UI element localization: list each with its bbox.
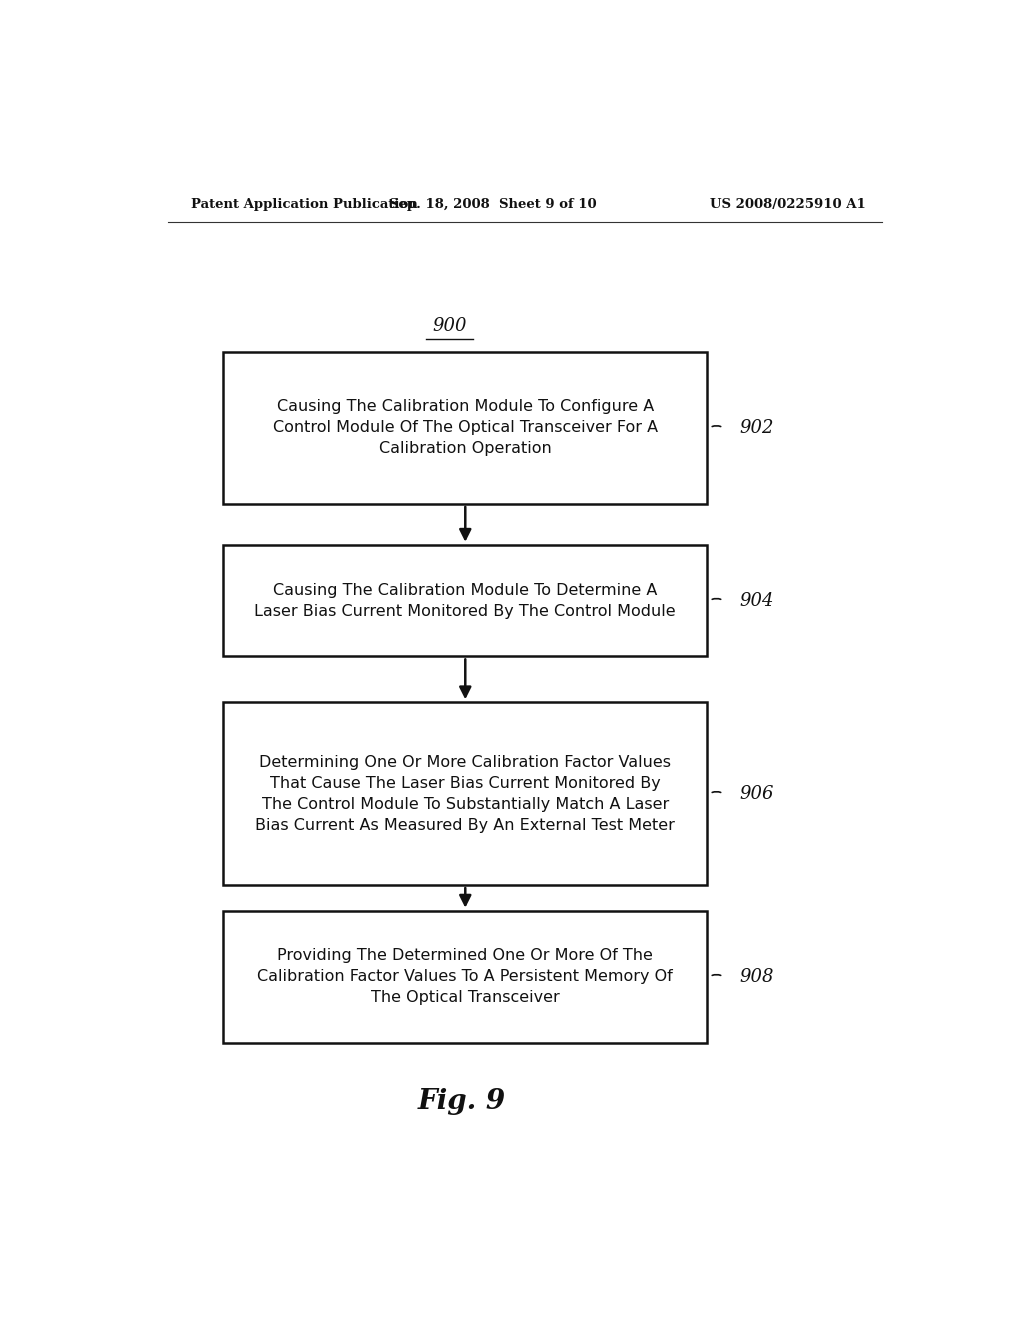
Text: Causing The Calibration Module To Configure A
Control Module Of The Optical Tran: Causing The Calibration Module To Config…	[272, 399, 657, 457]
Bar	[223, 911, 708, 1043]
Text: US 2008/0225910 A1: US 2008/0225910 A1	[711, 198, 866, 211]
Text: Causing The Calibration Module To Determine A
Laser Bias Current Monitored By Th: Causing The Calibration Module To Determ…	[255, 582, 676, 619]
Text: Fig. 9: Fig. 9	[417, 1088, 506, 1115]
Text: 906: 906	[739, 784, 773, 803]
Text: Patent Application Publication: Patent Application Publication	[191, 198, 418, 211]
Bar	[223, 702, 708, 886]
Text: 902: 902	[739, 418, 773, 437]
Bar	[223, 545, 708, 656]
Text: 908: 908	[739, 968, 773, 986]
Text: Sep. 18, 2008  Sheet 9 of 10: Sep. 18, 2008 Sheet 9 of 10	[389, 198, 597, 211]
Text: 904: 904	[739, 591, 773, 610]
Text: Determining One Or More Calibration Factor Values
That Cause The Laser Bias Curr: Determining One Or More Calibration Fact…	[255, 755, 675, 833]
Bar	[223, 351, 708, 504]
Text: Providing The Determined One Or More Of The
Calibration Factor Values To A Persi: Providing The Determined One Or More Of …	[257, 948, 673, 1005]
Text: 900: 900	[432, 317, 467, 335]
